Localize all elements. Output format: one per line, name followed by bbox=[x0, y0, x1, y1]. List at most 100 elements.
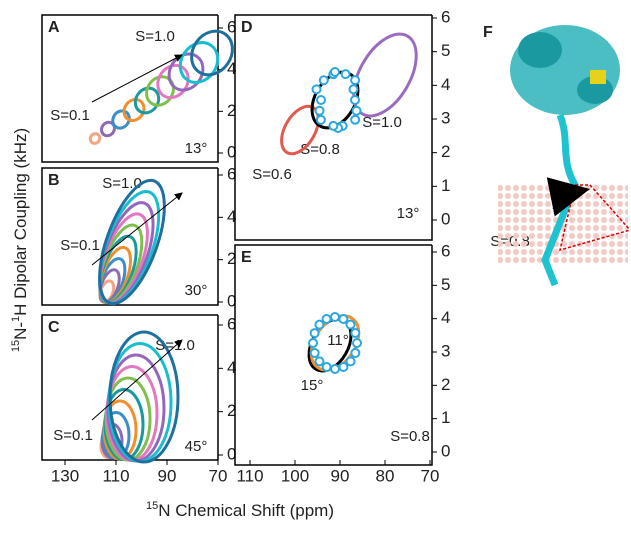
y-tick-label: 0 bbox=[227, 142, 236, 161]
peak bbox=[351, 105, 362, 116]
wheel bbox=[178, 41, 220, 84]
arrow bbox=[91, 339, 183, 421]
plots: A 6 4 2 0 S=1.0 S=0.1 13° B 6 4 2 0 S=1.0 S=0.1 30° C 6 4 2… bbox=[10, 7, 574, 520]
panel-frame bbox=[41, 14, 219, 163]
y-tick-label: 6 bbox=[441, 7, 450, 26]
title-part: 15 bbox=[10, 340, 22, 352]
annotation: 30° bbox=[185, 282, 208, 299]
y-tick-label: 2 bbox=[227, 401, 236, 420]
panel-label: A bbox=[48, 19, 60, 36]
panel-label: C bbox=[48, 319, 60, 336]
annotation: S=1.0 bbox=[102, 175, 142, 192]
peak bbox=[345, 319, 356, 330]
peak bbox=[328, 120, 339, 131]
y-tick-label: 4 bbox=[227, 59, 236, 78]
wheel bbox=[98, 178, 166, 306]
peak bbox=[309, 347, 320, 358]
peak bbox=[338, 313, 349, 324]
x-tick-label: 110 bbox=[236, 466, 263, 485]
x-tick-label: 90 bbox=[158, 466, 177, 485]
x-tick-label: 70 bbox=[421, 466, 440, 485]
annotation: S=1.0 bbox=[362, 114, 402, 131]
wheel bbox=[190, 29, 234, 77]
protein-illustration bbox=[498, 25, 631, 287]
x-tick-label: 90 bbox=[331, 466, 350, 485]
y-tick-label: 2 bbox=[227, 249, 236, 268]
peak bbox=[345, 356, 356, 367]
peak bbox=[321, 314, 332, 325]
panel: A 6 4 2 0 S=1.0 S=0.1 13° bbox=[41, 14, 236, 163]
x-tick-label: 100 bbox=[281, 466, 309, 485]
peak bbox=[350, 95, 360, 105]
y-tick-label: 0 bbox=[227, 291, 236, 310]
annotation: 11° bbox=[327, 332, 349, 349]
arrow bbox=[91, 192, 183, 266]
panel-frame bbox=[234, 14, 433, 241]
y-tick-label: 2 bbox=[441, 375, 450, 394]
y-tick-label: 2 bbox=[227, 101, 236, 120]
peak bbox=[350, 327, 361, 338]
peak bbox=[314, 105, 325, 116]
x-tick-label: 70 bbox=[209, 466, 228, 485]
y-tick-label: 4 bbox=[441, 308, 450, 327]
peak bbox=[329, 312, 340, 323]
title-part: 15 bbox=[146, 500, 158, 512]
panel-frame bbox=[234, 244, 433, 466]
peak bbox=[330, 364, 341, 374]
wheel bbox=[88, 132, 102, 145]
panel: B 6 4 2 0 S=1.0 S=0.1 30° bbox=[41, 164, 236, 310]
peak bbox=[308, 338, 319, 349]
y-tick-label: 0 bbox=[441, 209, 450, 228]
y-tick-label: 4 bbox=[227, 358, 236, 377]
peak bbox=[316, 95, 327, 106]
annotation: S=0.1 bbox=[60, 237, 100, 254]
y-tick-label: 6 bbox=[227, 314, 236, 333]
peak bbox=[352, 338, 362, 348]
peak bbox=[321, 362, 332, 373]
x-tick-label: 130 bbox=[51, 466, 79, 485]
annotation: S=0.8 bbox=[390, 428, 430, 445]
panel-label: F bbox=[483, 24, 493, 41]
panel-label: E bbox=[241, 249, 252, 266]
y-tick-label: 3 bbox=[441, 341, 450, 360]
peak bbox=[329, 67, 340, 78]
peak bbox=[314, 356, 325, 367]
title-part: 1 bbox=[10, 316, 22, 322]
x-axis-title: 15N Chemical Shift (ppm) bbox=[146, 500, 334, 521]
peak bbox=[348, 84, 359, 95]
panel: E 6 5 4 3 2 1 0 11° 15° S=0.8 bbox=[234, 241, 450, 466]
y-tick-label: 5 bbox=[441, 275, 450, 294]
title-part: H Dipolar Coupling (kHz) bbox=[11, 128, 30, 316]
annotation: 13° bbox=[397, 205, 420, 222]
annotation: S=0.1 bbox=[50, 107, 90, 124]
wheel bbox=[122, 97, 146, 123]
annotation: 13° bbox=[185, 140, 208, 157]
panel-label: D bbox=[241, 19, 253, 36]
peak bbox=[309, 328, 320, 339]
y-tick-label: 4 bbox=[227, 207, 236, 226]
title-part: N Chemical Shift (ppm) bbox=[158, 501, 334, 520]
peak bbox=[318, 75, 329, 86]
annotation: S=0.6 bbox=[252, 166, 292, 183]
title-part: N- bbox=[11, 322, 30, 340]
peak bbox=[314, 319, 325, 330]
y-tick-label: 6 bbox=[227, 17, 236, 36]
wheel bbox=[111, 109, 131, 130]
panel-label: B bbox=[48, 172, 60, 189]
wheel bbox=[133, 86, 161, 115]
y-axis-title: 15N-1H Dipolar Coupling (kHz) bbox=[10, 128, 31, 352]
wheel bbox=[108, 330, 180, 464]
peak bbox=[350, 114, 361, 125]
annotation: 15° bbox=[301, 377, 324, 394]
y-tick-label: 6 bbox=[227, 164, 236, 183]
y-tick-label: 6 bbox=[441, 241, 450, 260]
y-tick-label: 0 bbox=[441, 441, 450, 460]
y-tick-label: 0 bbox=[227, 444, 236, 463]
annotation: S=0.1 bbox=[53, 427, 93, 444]
x-tick-label: 80 bbox=[376, 466, 395, 485]
annotation: S=0.8 bbox=[300, 141, 340, 158]
annotation: 45° bbox=[185, 438, 208, 455]
peak bbox=[338, 362, 349, 373]
arrow bbox=[91, 54, 183, 103]
